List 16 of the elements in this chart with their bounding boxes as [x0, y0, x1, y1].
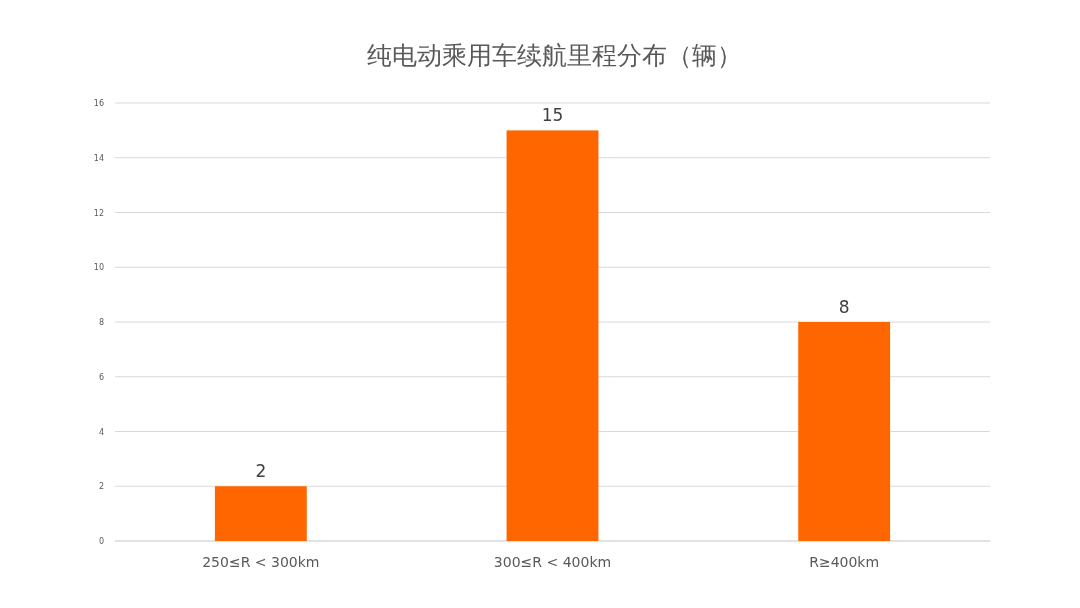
y-tick-label: 6 — [98, 372, 104, 382]
data-label: 8 — [838, 297, 850, 317]
y-tick-label: 16 — [93, 99, 104, 108]
y-tick-label: 0 — [98, 537, 104, 546]
data-label: 2 — [255, 461, 267, 482]
y-tick-label: 4 — [98, 427, 104, 437]
data-label: 15 — [541, 105, 564, 126]
x-tick-label: 250≤R < 300km — [202, 554, 320, 570]
y-tick-label: 8 — [98, 318, 104, 327]
y-tick-label: 2 — [98, 482, 104, 492]
x-tick-label: R≥400km — [809, 554, 880, 570]
title: 纯电动乘用车续航里程分布（辆） — [367, 41, 742, 70]
y-tick-label: 14 — [93, 153, 104, 163]
y-tick-label: 12 — [93, 208, 104, 218]
x-tick-label: 300≤R < 400km — [493, 554, 612, 570]
y-tick-label: 10 — [93, 263, 104, 273]
